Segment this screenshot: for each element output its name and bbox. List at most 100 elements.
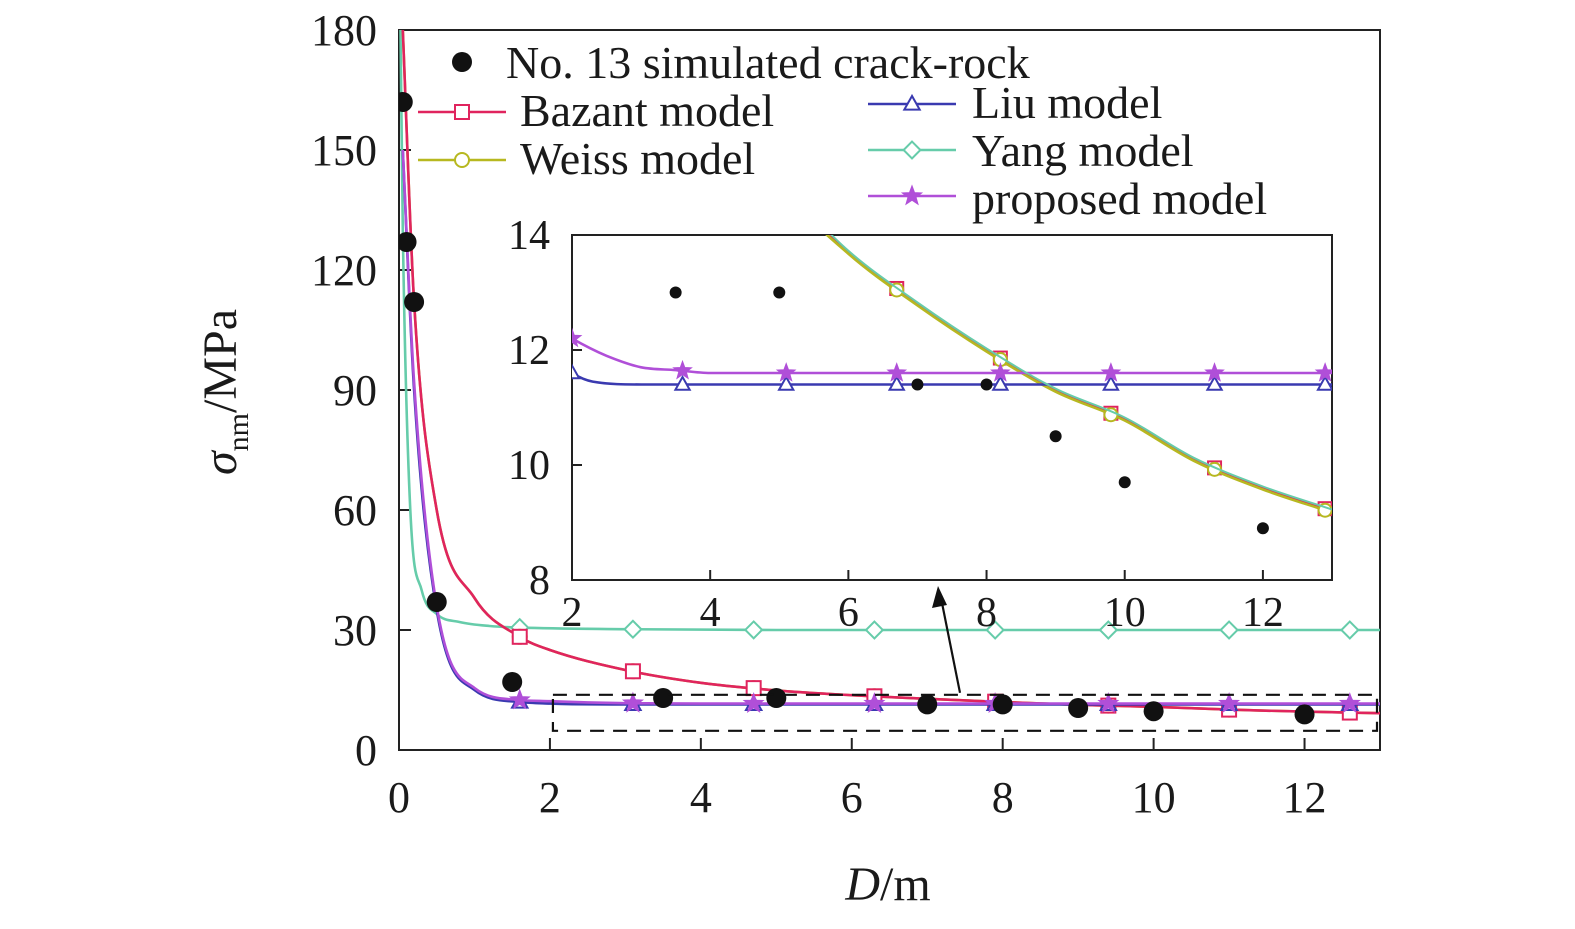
inset-series-marker [990, 362, 1011, 382]
inset-series-line-proposed-model [572, 336, 1332, 375]
legend-label: Weiss model [520, 133, 755, 184]
legend-label: Yang model [972, 125, 1194, 176]
inset-series-marker [1205, 374, 1224, 391]
legend-entry: proposed model [868, 173, 1267, 224]
inset-x-tick-label: 10 [1104, 590, 1146, 636]
legend-entry: No. 13 simulated crack-rock [452, 37, 1030, 88]
inset-series-marker [887, 374, 906, 391]
inset-data-point [911, 378, 924, 391]
inset-series-marker [1316, 374, 1332, 391]
legend-label: No. 13 simulated crack-rock [506, 37, 1030, 88]
inset-data-point [980, 378, 993, 391]
data-point [502, 672, 523, 692]
series-marker [1340, 620, 1360, 640]
x-axis-label-symbol: D [844, 858, 880, 911]
inset-series-marker [673, 374, 692, 391]
series-marker [864, 620, 885, 640]
inset-series-line-weiss-model [825, 235, 1332, 514]
inset-x-tick-label: 4 [700, 590, 721, 636]
inset-series-marker [775, 362, 797, 382]
y-tick-label: 0 [355, 726, 377, 775]
legend-marker [900, 184, 924, 206]
x-tick-label: 2 [539, 773, 561, 822]
data-point [1143, 701, 1164, 722]
inset-data-point [773, 286, 786, 299]
inset-data-point [1049, 430, 1062, 443]
inset-series-marker [1314, 362, 1332, 382]
x-tick-label: 0 [388, 773, 410, 822]
data-point [399, 232, 417, 252]
inset-series-group [572, 235, 1332, 535]
y-tick-label: 90 [333, 366, 377, 415]
y-axis-label-subscript: nm [222, 413, 255, 451]
inset-y-tick-label: 10 [508, 443, 550, 489]
y-axis-label: σnm/MPa [194, 309, 255, 475]
series-marker [985, 620, 1005, 640]
inset-series-marker [572, 363, 581, 380]
inset-y-tick-label: 14 [508, 213, 550, 259]
legend-marker [454, 104, 470, 120]
main-series-group [399, 30, 1380, 725]
data-point [1294, 704, 1315, 725]
series-marker [1218, 692, 1241, 713]
series-marker [1219, 620, 1239, 640]
inset-x-tick-label: 8 [976, 590, 997, 636]
legend-entry: Yang model [868, 125, 1194, 176]
y-tick-label: 120 [311, 246, 377, 295]
data-point [1068, 698, 1089, 718]
inset-x-tick-label: 2 [562, 590, 583, 636]
legend-marker [902, 93, 922, 111]
legend-marker [454, 152, 470, 168]
series-marker [621, 691, 644, 713]
inset-series-marker [1102, 374, 1120, 391]
x-tick-label: 6 [841, 773, 863, 822]
y-tick-label: 150 [311, 126, 377, 175]
data-point [399, 92, 413, 112]
x-tick-label: 8 [992, 773, 1014, 822]
data-point [653, 688, 674, 708]
x-axis-label-unit: /m [880, 858, 931, 911]
data-point [426, 592, 447, 612]
inset-data-point [669, 286, 682, 299]
legend-entry: Weiss model [418, 133, 755, 184]
data-point [766, 688, 787, 708]
legend-label: Liu model [972, 77, 1162, 128]
data-point [917, 694, 938, 715]
inset-data-point [1118, 476, 1131, 489]
series-marker [511, 628, 528, 645]
zoom-arrow-head [932, 586, 947, 608]
series-marker [743, 620, 764, 640]
series-marker [742, 692, 765, 713]
y-axis-label-unit: /MPa [194, 309, 247, 413]
y-tick-label: 180 [311, 6, 377, 55]
zoom-arrow-shaft [939, 597, 962, 694]
legend-entry: Bazant model [418, 85, 774, 136]
inset-data-point [1256, 522, 1269, 535]
inset-series-marker [572, 327, 583, 348]
series-line-proposed-model [401, 149, 1380, 705]
legend-label: proposed model [972, 173, 1267, 224]
data-point [404, 292, 425, 312]
series-marker [1098, 620, 1119, 640]
x-tick-label: 10 [1132, 773, 1176, 822]
inset-series-line-yang-model [829, 235, 1332, 511]
x-tick-label: 12 [1283, 773, 1327, 822]
y-axis-label-symbol: σ [194, 449, 247, 475]
legend-label: Bazant model [520, 85, 774, 136]
inset-x-tick-label: 12 [1242, 590, 1284, 636]
legend-dot-marker [452, 52, 472, 72]
x-tick-label: 4 [690, 773, 712, 822]
inset-series-marker [886, 362, 908, 382]
inset-series-marker [1100, 362, 1122, 382]
series-marker [863, 692, 886, 713]
series-marker [1097, 692, 1120, 713]
series-marker [623, 619, 643, 640]
inset-series-line-liu-model [572, 371, 1332, 386]
inset-series-marker [991, 374, 1010, 391]
inset-frame [571, 234, 1333, 581]
data-point [992, 694, 1013, 715]
x-axis-label: D/m [844, 858, 930, 911]
inset-series-marker [672, 359, 693, 380]
